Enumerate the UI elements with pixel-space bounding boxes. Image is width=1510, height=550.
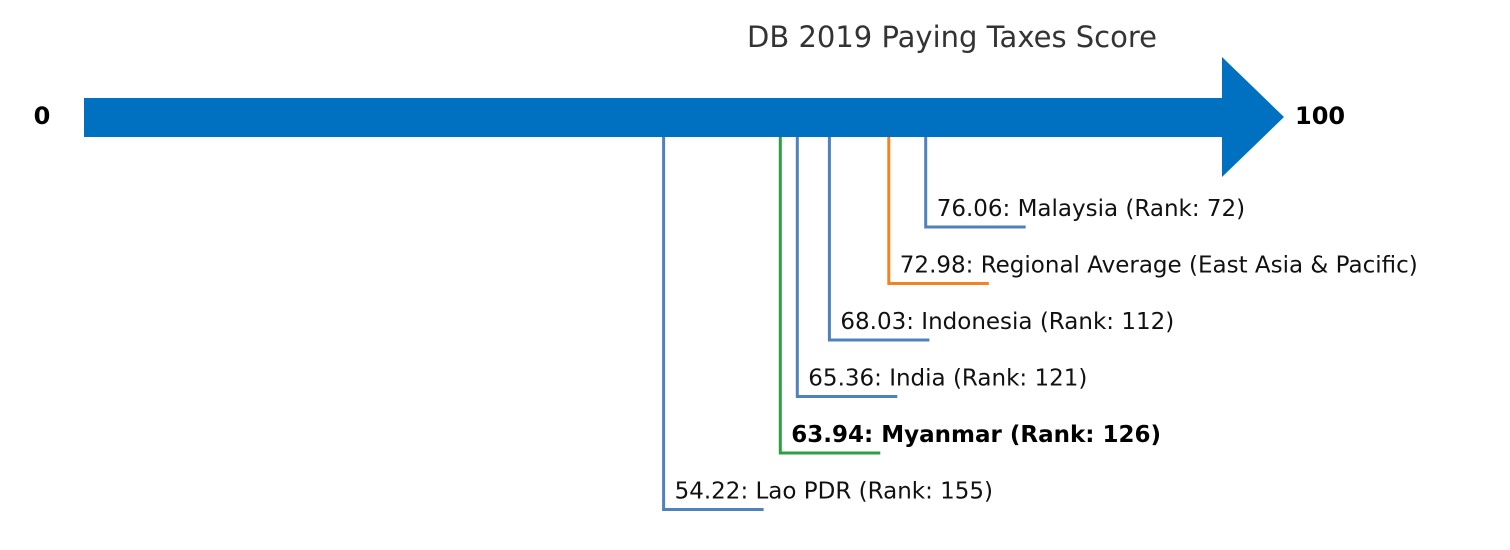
marker-label: 76.06: Malaysia (Rank: 72) xyxy=(937,196,1245,222)
axis-max-label: 100 xyxy=(1295,102,1345,130)
chart-title: DB 2019 Paying Taxes Score xyxy=(747,20,1157,54)
marker-label: 54.22: Lao PDR (Rank: 155) xyxy=(675,479,993,505)
axis-min-label: 0 xyxy=(34,102,51,130)
marker-label: 63.94: Myanmar (Rank: 126) xyxy=(791,422,1161,448)
marker-line xyxy=(887,137,989,285)
marker-label: 68.03: Indonesia (Rank: 112) xyxy=(840,309,1174,335)
marker-line xyxy=(924,137,1026,229)
marker-label: 65.36: India (Rank: 121) xyxy=(808,366,1087,392)
axis-arrow xyxy=(84,57,1284,177)
marker-line xyxy=(827,137,930,342)
marker-label: 72.98: Regional Average (East Asia & Pac… xyxy=(900,253,1418,279)
marker-line xyxy=(778,137,881,455)
marker-line xyxy=(795,137,898,398)
score-markers: 76.06: Malaysia (Rank: 72) 72.98: Regiona… xyxy=(662,137,1418,511)
marker-line xyxy=(662,137,764,511)
